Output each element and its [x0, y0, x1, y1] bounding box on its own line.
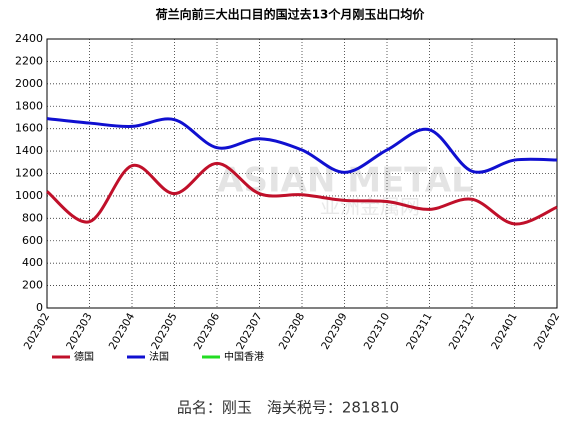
x-tick-label: 202305: [149, 311, 179, 352]
plot-border: [46, 38, 558, 309]
y-tick-label: 1800: [15, 99, 43, 112]
line-series: [46, 117, 558, 174]
y-tick-label: 1400: [15, 144, 43, 157]
x-tick-label: 202311: [404, 311, 434, 352]
y-tick-label: 0: [36, 301, 43, 314]
y-tick-label: 600: [22, 234, 43, 247]
y-tick-label: 2000: [15, 77, 43, 90]
y-tick-label: 200: [22, 279, 43, 292]
legend-label: 法国: [149, 350, 169, 363]
x-tick-label: 202304: [107, 311, 138, 352]
x-tick-label: 202303: [64, 311, 94, 352]
chart-title: 荷兰向前三大出口目的国过去13个月刚玉出口均价: [155, 7, 426, 22]
x-tick-label: 202312: [447, 311, 477, 352]
x-tick-label: 202309: [319, 311, 349, 352]
y-tick-label: 2400: [15, 32, 43, 45]
x-tick-label: 202401: [489, 311, 519, 352]
x-tick-label: 202308: [277, 311, 307, 352]
legend-label: 中国香港: [224, 350, 264, 363]
x-tick-label: 202402: [532, 311, 562, 352]
line-series: [46, 161, 558, 226]
x-tick-label: 202310: [362, 311, 392, 352]
x-tick-label: 202302: [22, 311, 52, 352]
y-tick-label: 1200: [15, 167, 43, 180]
footer: 品名：刚玉 海关税号：281810: [177, 399, 399, 417]
y-tick-label: 800: [22, 211, 43, 224]
x-tick-label: 202306: [192, 311, 223, 352]
y-tick-label: 400: [22, 256, 43, 269]
legend-label: 德国: [74, 350, 94, 363]
x-tick-label: 202307: [234, 311, 264, 352]
y-tick-label: 1000: [15, 189, 43, 202]
y-tick-label: 2200: [15, 54, 43, 67]
y-tick-label: 1600: [15, 122, 43, 135]
